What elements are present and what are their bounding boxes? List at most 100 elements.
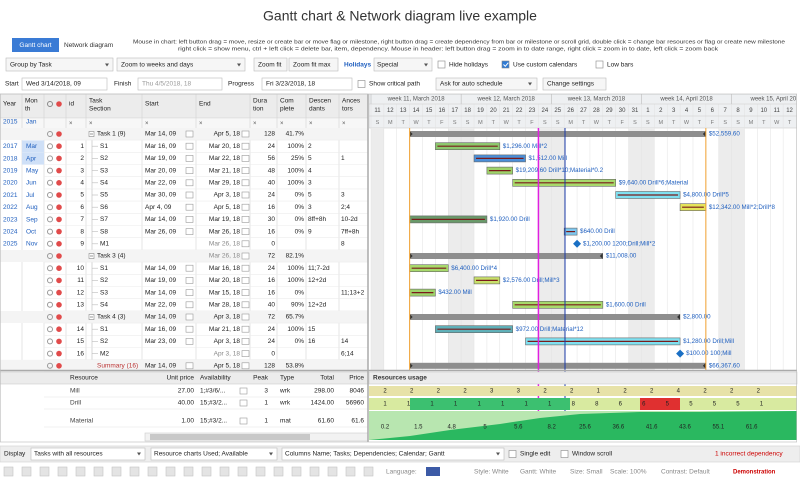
button[interactable] <box>542 77 607 91</box>
calendar-icon[interactable] <box>241 228 250 235</box>
select[interactable] <box>281 447 505 461</box>
select-value[interactable]: Resource charts Used; Available <box>154 451 248 458</box>
year-item[interactable]: 2021 <box>3 192 18 199</box>
checkbox[interactable] <box>595 60 604 69</box>
milestone[interactable] <box>676 349 685 358</box>
row-delete[interactable] <box>56 289 62 296</box>
calendar-icon[interactable] <box>185 228 194 235</box>
row-delete[interactable] <box>56 241 62 247</box>
row-delete[interactable] <box>56 180 62 186</box>
button-label[interactable]: Zoom fit max <box>293 62 331 69</box>
select[interactable] <box>30 447 146 461</box>
calendar-icon[interactable] <box>241 301 250 309</box>
calendar-icon[interactable] <box>241 155 250 162</box>
year-item[interactable]: 2015 <box>3 119 18 126</box>
row-delete[interactable] <box>56 265 62 272</box>
row-select[interactable] <box>47 228 53 235</box>
toolbar-icon[interactable] <box>39 466 50 477</box>
calendar-icon[interactable] <box>185 142 194 150</box>
row-delete[interactable] <box>56 131 62 137</box>
row-select[interactable] <box>47 362 53 369</box>
row-delete[interactable] <box>56 302 62 308</box>
toolbar-icon[interactable] <box>183 466 194 477</box>
row-delete[interactable] <box>56 228 62 235</box>
calendar-icon[interactable] <box>241 338 250 345</box>
row-select[interactable] <box>47 326 53 333</box>
calendar-icon[interactable] <box>241 350 250 357</box>
date-value[interactable]: Wed 3/14/2018, 09 <box>26 81 81 88</box>
year-item[interactable]: 2020 <box>3 180 18 187</box>
row-select[interactable] <box>47 204 53 211</box>
scroll-thumb[interactable] <box>150 434 310 440</box>
calendar-icon[interactable] <box>241 252 250 260</box>
checkbox[interactable] <box>508 450 517 458</box>
month-item[interactable]: Aug <box>26 204 38 211</box>
calendar-icon[interactable] <box>241 325 250 333</box>
row-delete[interactable] <box>56 350 62 357</box>
row-select[interactable] <box>47 277 53 284</box>
row-delete[interactable] <box>56 253 62 259</box>
date-input[interactable] <box>21 77 108 91</box>
date-input[interactable] <box>137 77 223 91</box>
calendar-icon[interactable] <box>241 240 250 248</box>
row-select[interactable] <box>47 301 53 308</box>
calendar-icon[interactable] <box>241 130 250 138</box>
toolbar-icon[interactable] <box>129 466 140 477</box>
month-item[interactable]: Oct <box>26 229 36 236</box>
calendar-icon[interactable] <box>239 387 248 395</box>
calendar-icon[interactable] <box>185 325 194 333</box>
month-item[interactable]: Nov <box>26 241 38 248</box>
row-select[interactable] <box>47 167 53 174</box>
year-item[interactable]: 2023 <box>3 216 18 223</box>
toolbar-icon[interactable] <box>75 466 86 477</box>
calendar-icon[interactable] <box>241 179 250 187</box>
row-delete[interactable] <box>56 143 62 149</box>
calendar-icon[interactable] <box>241 203 250 211</box>
row-delete[interactable] <box>56 277 62 284</box>
row-delete[interactable] <box>56 167 62 174</box>
toolbar-icon[interactable] <box>345 466 356 477</box>
button-label[interactable]: Change settings <box>547 81 595 88</box>
row-select[interactable] <box>47 192 53 198</box>
summary-bar[interactable] <box>409 314 681 320</box>
calendar-icon[interactable] <box>185 155 194 162</box>
calendar-icon[interactable] <box>185 277 194 284</box>
calendar-icon[interactable] <box>185 338 194 345</box>
calendar-icon[interactable] <box>185 289 194 296</box>
calendar-icon[interactable] <box>185 301 194 309</box>
calendar-icon[interactable] <box>185 130 194 138</box>
toolbar-icon[interactable] <box>165 466 176 477</box>
toolbar-icon[interactable] <box>327 466 338 477</box>
checkbox[interactable] <box>560 450 569 458</box>
row-select[interactable] <box>47 216 53 223</box>
row-delete[interactable] <box>56 155 62 162</box>
summary-bar[interactable] <box>409 362 706 369</box>
button[interactable] <box>253 57 288 72</box>
month-item[interactable]: May <box>26 168 39 175</box>
calendar-icon[interactable] <box>185 179 194 187</box>
date-value[interactable]: Fri 3/23/2018, 18 <box>266 81 316 88</box>
milestone[interactable] <box>573 239 582 248</box>
row-delete[interactable] <box>56 363 62 369</box>
calendar-icon[interactable] <box>185 216 194 223</box>
toolbar-icon[interactable] <box>93 466 104 477</box>
select[interactable] <box>435 77 538 91</box>
row-select[interactable] <box>47 265 53 272</box>
button[interactable] <box>288 57 339 72</box>
button-label[interactable]: Zoom fit <box>258 62 282 69</box>
row-select[interactable] <box>47 350 53 357</box>
toolbar-icon[interactable] <box>3 466 14 477</box>
select-value[interactable]: Ask for auto schedule <box>440 81 503 88</box>
calendar-icon[interactable] <box>185 191 194 199</box>
month-item[interactable]: Jan <box>26 119 37 126</box>
calendar-icon[interactable] <box>241 289 250 296</box>
month-item[interactable]: Mar <box>26 143 38 150</box>
year-item[interactable]: 2018 <box>3 155 18 162</box>
row-delete[interactable] <box>56 338 62 345</box>
tab-label[interactable]: Gantt chart <box>19 42 51 49</box>
month-item[interactable]: Jun <box>26 180 37 187</box>
button[interactable] <box>116 57 246 72</box>
calendar-icon[interactable] <box>241 362 250 370</box>
calendar-icon[interactable] <box>185 264 194 272</box>
year-item[interactable]: 2024 <box>3 229 18 236</box>
